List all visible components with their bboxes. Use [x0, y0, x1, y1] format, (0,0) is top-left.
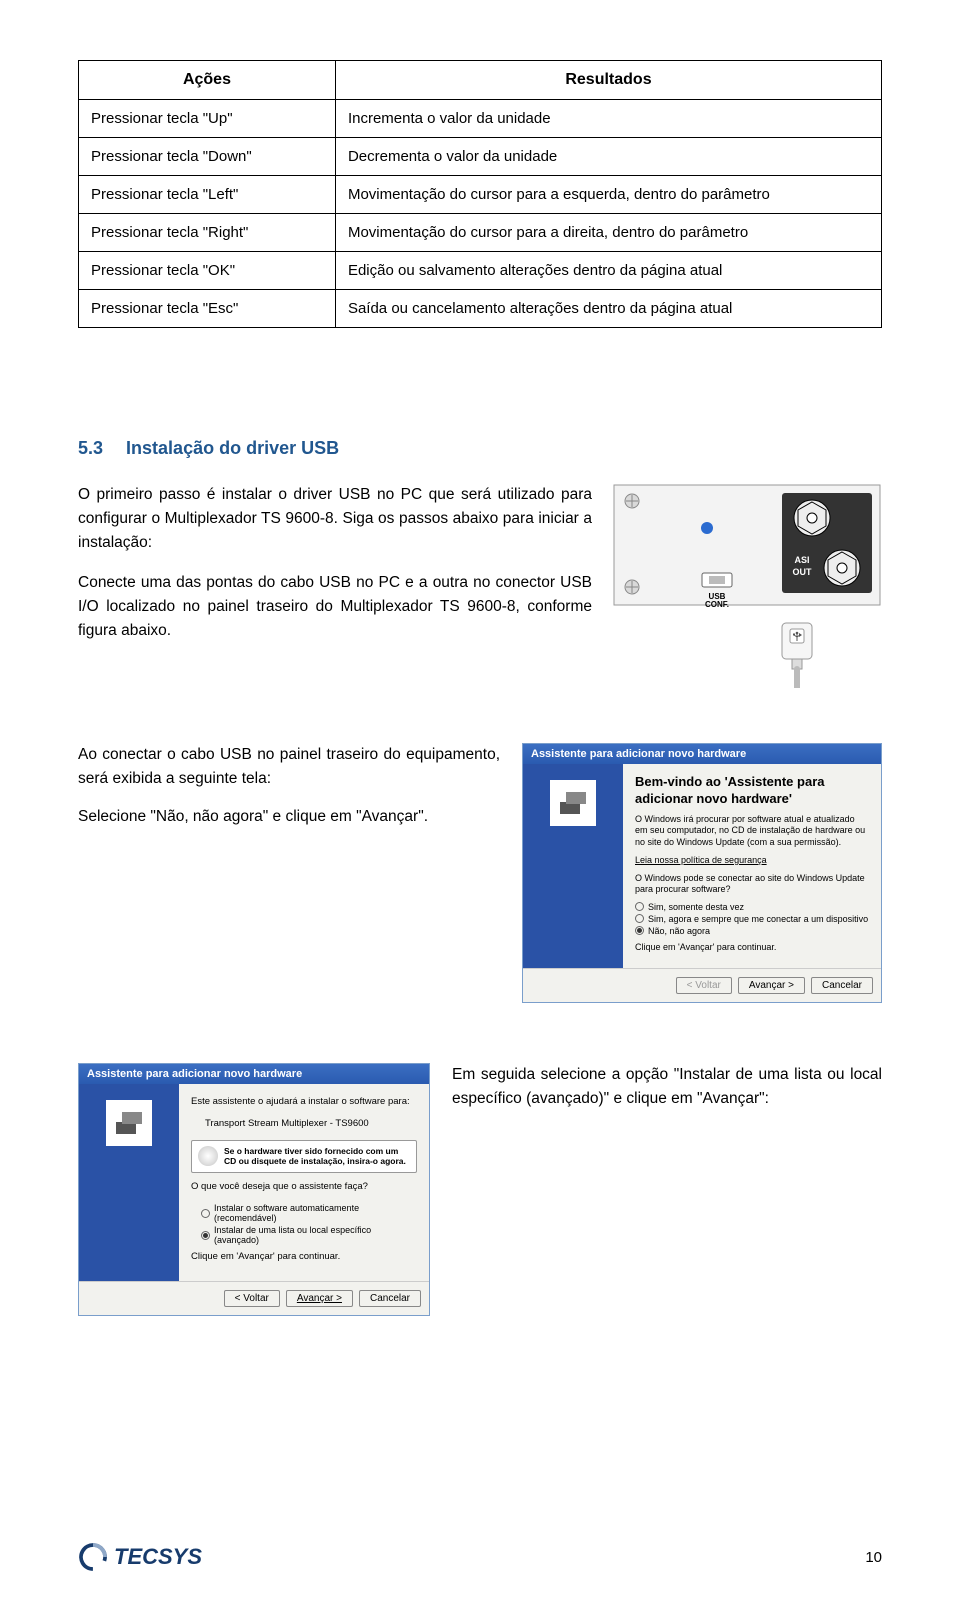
wizard1-titlebar: Assistente para adicionar novo hardware — [523, 744, 881, 764]
logo: TECSYS — [78, 1542, 202, 1572]
wizard1-side — [523, 764, 623, 968]
table-row: Pressionar tecla "Esc" Saída ou cancelam… — [79, 290, 882, 328]
wizard2-dialog: Assistente para adicionar novo hardware … — [78, 1063, 430, 1317]
result-cell: Movimentação do cursor para a esquerda, … — [335, 176, 881, 214]
svg-text:OUT: OUT — [793, 567, 813, 577]
body-paragraph-2: Conecte uma das pontas do cabo USB no PC… — [78, 571, 592, 643]
action-cell: Pressionar tecla "Left" — [79, 176, 336, 214]
table-header-result: Resultados — [335, 61, 881, 100]
wizard2-line1: Este assistente o ajudará a instalar o s… — [191, 1096, 417, 1108]
page-number: 10 — [865, 1549, 882, 1566]
wizard1-back-button: < Voltar — [676, 977, 732, 994]
wizard2-hint: Clique em 'Avançar' para continuar. — [191, 1251, 417, 1263]
wizard1-next-button[interactable]: Avançar > — [738, 977, 805, 994]
wizard1-opt1[interactable]: Sim, somente desta vez — [635, 902, 869, 912]
wizard2-cd-box: Se o hardware tiver sido fornecido com u… — [191, 1140, 417, 1172]
wizard2-question: O que você deseja que o assistente faça? — [191, 1181, 417, 1193]
result-cell: Movimentação do cursor para a direita, d… — [335, 214, 881, 252]
action-cell: Pressionar tecla "Up" — [79, 100, 336, 138]
table-row: Pressionar tecla "Down" Decrementa o val… — [79, 138, 882, 176]
wizard2-back-button[interactable]: < Voltar — [224, 1290, 280, 1307]
result-cell: Incrementa o valor da unidade — [335, 100, 881, 138]
section-number: 5.3 — [78, 438, 103, 458]
wizard1-cancel-button[interactable]: Cancelar — [811, 977, 873, 994]
action-cell: Pressionar tecla "Down" — [79, 138, 336, 176]
table-row: Pressionar tecla "OK" Edição ou salvamen… — [79, 252, 882, 290]
wizard2-side — [79, 1084, 179, 1282]
actions-table: Ações Resultados Pressionar tecla "Up" I… — [78, 60, 882, 328]
wizard1-hint: Clique em 'Avançar' para continuar. — [635, 942, 869, 954]
result-cell: Edição ou salvamento alterações dentro d… — [335, 252, 881, 290]
action-cell: Pressionar tecla "Right" — [79, 214, 336, 252]
wizard2-titlebar: Assistente para adicionar novo hardware — [79, 1064, 429, 1084]
result-cell: Saída ou cancelamento alterações dentro … — [335, 290, 881, 328]
table-row: Pressionar tecla "Right" Movimentação do… — [79, 214, 882, 252]
wizard1-opt3[interactable]: Não, não agora — [635, 926, 869, 936]
action-cell: Pressionar tecla "OK" — [79, 252, 336, 290]
section-heading: 5.3 Instalação do driver USB — [78, 438, 882, 459]
wizard1-intro: Ao conectar o cabo USB no painel traseir… — [78, 743, 500, 843]
wizard1-desc: O Windows irá procurar por software atua… — [635, 814, 869, 849]
wizard1-heading: Bem-vindo ao 'Assistente para adicionar … — [635, 774, 869, 808]
wizard2-cd-text: Se o hardware tiver sido fornecido com u… — [224, 1146, 410, 1166]
svg-text:CONF.: CONF. — [705, 600, 729, 609]
action-cell: Pressionar tecla "Esc" — [79, 290, 336, 328]
svg-text:ASI: ASI — [794, 555, 809, 565]
body-paragraph-1: O primeiro passo é instalar o driver USB… — [78, 483, 592, 555]
section-title: Instalação do driver USB — [126, 438, 339, 458]
wizard2-opt1[interactable]: Instalar o software automaticamente (rec… — [201, 1203, 417, 1223]
body-text: O primeiro passo é instalar o driver USB… — [78, 483, 592, 688]
rear-panel-illustration: USB CONF. ASI OUT — [612, 483, 882, 688]
wizard2-device: Transport Stream Multiplexer - TS9600 — [205, 1118, 417, 1130]
wizard1-intro-p1: Ao conectar o cabo USB no painel traseir… — [78, 743, 500, 791]
table-header-action: Ações — [79, 61, 336, 100]
wizard2-side-text: Em seguida selecione a opção "Instalar d… — [452, 1063, 882, 1111]
wizard1-dialog: Assistente para adicionar novo hardware … — [522, 743, 882, 1003]
logo-text: TECSYS — [114, 1544, 202, 1570]
wizard1-intro-p2: Selecione "Não, não agora" e clique em "… — [78, 805, 500, 829]
wizard2-side-paragraph: Em seguida selecione a opção "Instalar d… — [452, 1063, 882, 1111]
table-row: Pressionar tecla "Left" Movimentação do … — [79, 176, 882, 214]
table-row: Pressionar tecla "Up" Incrementa o valor… — [79, 100, 882, 138]
wizard2-cancel-button[interactable]: Cancelar — [359, 1290, 421, 1307]
hardware-icon — [550, 780, 596, 826]
hardware-icon — [106, 1100, 152, 1146]
result-cell: Decrementa o valor da unidade — [335, 138, 881, 176]
wizard1-question: O Windows pode se conectar ao site do Wi… — [635, 873, 869, 896]
wizard2-next-button[interactable]: Avançar > — [286, 1290, 353, 1307]
wizard1-opt2[interactable]: Sim, agora e sempre que me conectar a um… — [635, 914, 869, 924]
wizard2-opt2[interactable]: Instalar de uma lista ou local específic… — [201, 1225, 417, 1245]
wizard1-privacy-link[interactable]: Leia nossa política de segurança — [635, 855, 869, 867]
logo-icon — [78, 1542, 108, 1572]
footer: TECSYS 10 — [78, 1542, 882, 1572]
cd-icon — [198, 1146, 218, 1166]
